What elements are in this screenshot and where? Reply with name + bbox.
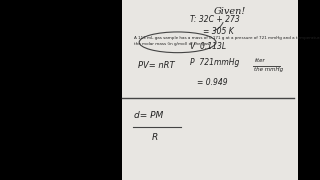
Text: R: R: [151, 132, 158, 141]
Text: liter: liter: [254, 58, 265, 63]
Text: the mmHg: the mmHg: [254, 67, 284, 72]
Text: P  721mmHg: P 721mmHg: [190, 58, 240, 67]
Text: = 0.949: = 0.949: [197, 78, 228, 87]
Text: T: 32C + 273: T: 32C + 273: [190, 15, 240, 24]
Text: = 305 K: = 305 K: [203, 27, 234, 36]
Text: V  0.113L: V 0.113L: [190, 42, 227, 51]
Text: PV= nRT: PV= nRT: [138, 61, 174, 70]
Text: A 113 mL gas sample has a mass of 0.171 g at a pressure of 721 mmHg and a temper: A 113 mL gas sample has a mass of 0.171 …: [134, 36, 320, 46]
Text: d= PM: d= PM: [134, 111, 164, 120]
FancyBboxPatch shape: [298, 0, 320, 180]
FancyBboxPatch shape: [0, 0, 122, 180]
Text: Given!: Given!: [214, 7, 246, 16]
